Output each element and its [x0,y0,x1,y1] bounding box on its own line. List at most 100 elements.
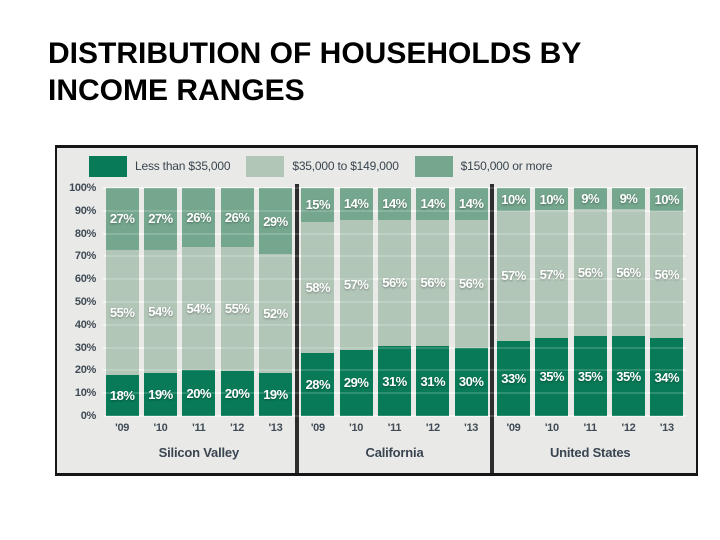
bar-segment-value: 31% [420,373,446,389]
stacked-bar: 19% 52% 29% [258,188,292,416]
bar-segment: 27% [143,188,177,250]
stacked-bar: 35% 56% 9% [573,188,607,416]
x-axis-year-label: '13 [268,422,283,434]
bar-segment-value: 10% [539,191,565,207]
stacked-bar: 34% 56% 10% [650,188,684,416]
bar-segment: 33% [497,340,530,416]
bar-segment-value: 34% [654,369,680,385]
bar-segment: 31% [377,346,411,416]
bar-segment: 20% [182,370,216,416]
x-axis-years-united-states: '09 '10 '11 '12 '13 [494,422,686,434]
bar-segment-value: 33% [501,370,526,386]
bar-segment-value: 57% [343,277,369,293]
bars-container-silicon-valley: 18% 55% 27% 19% 54% 27% 20% 54% 26% 20% 55% 26% 19% 5… [103,187,295,416]
bar-segment-value: 27% [109,211,135,227]
bar-segment-value: 56% [577,264,603,280]
bar-segment: 29% [258,188,292,255]
group-label-california: California [365,445,424,460]
bar-segment: 26% [220,188,254,247]
y-axis-tick: 10% [74,387,96,400]
stacked-bar: 31% 56% 14% [377,187,411,416]
bar-segment: 54% [143,249,177,373]
bar-segment: 20% [220,370,254,416]
bar-segment: 55% [105,249,139,375]
legend-item-35k-to-149k: $35,000 to $149,000 [246,155,399,177]
group-california: 28% 58% 15% 29% 57% 14% 31% 56% 14% 31% 56% 14% 30% 5… [299,184,491,473]
bar-segment-value: 56% [458,276,484,292]
legend-swatch-dark-green [89,155,127,177]
group-label-united-states: United States [549,445,631,460]
stacked-bar: 31% 56% 14% [416,187,450,416]
bar-segment-value: 9% [619,190,638,206]
bar-segment-value: 35% [616,368,641,384]
plot-area: 100% 90% 80% 70% 60% 50% 40% 30% 20% 10% 0% 18% 55%… [57,182,696,473]
stacked-bar: 35% 57% 10% [535,188,569,416]
bar-segment: 28% [301,352,335,416]
bar-segment: 57% [497,210,530,341]
x-axis-year-label: '09 [506,422,521,434]
bar-segment: 34% [650,338,684,416]
bar-segment-value: 56% [382,275,407,291]
bar-segment-value: 20% [186,385,212,401]
page-title: DISTRIBUTION OF HOUSEHOLDS BY INCOME RANG… [48,36,668,109]
legend-label: $150,000 or more [460,159,553,173]
y-axis-tick: 40% [74,318,96,331]
bar-segment-value: 9% [581,190,600,206]
x-axis-year-label: '13 [659,422,674,434]
legend-item-less-than-35k: Less than $35,000 [89,155,231,177]
x-axis-year-label: '11 [192,422,206,434]
x-axis-year-label: '10 [544,422,559,434]
y-axis-tick: 30% [74,341,96,354]
chart-legend: Less than $35,000 $35,000 to $149,000 $1… [89,153,568,179]
bar-segment: 56% [650,210,684,339]
bar-segment: 56% [377,219,411,347]
bar-segment: 14% [339,188,373,220]
group-silicon-valley: 18% 55% 27% 19% 54% 27% 20% 54% 26% 20% 55% 26% 19% 5… [103,184,295,473]
bar-segment-value: 54% [186,301,212,317]
bars-container-united-states: 33% 57% 10% 35% 57% 10% 35% 56% 9% 35% 56% 9% 34% 56%… [494,188,686,416]
bar-segment: 14% [454,187,488,220]
bar-segment-value: 30% [458,374,484,390]
bar-segment-value: 35% [577,368,603,384]
group-united-states: 33% 57% 10% 35% 57% 10% 35% 56% 9% 35% 56% 9% 34% 56%… [494,184,686,473]
bar-segment-value: 29% [263,213,288,229]
legend-swatch-medium-green [414,155,453,177]
x-axis-year-label: '12 [425,422,440,434]
bar-segment-value: 14% [382,196,407,212]
bar-segment: 58% [301,221,335,353]
bar-segment-value: 19% [263,386,288,402]
bar-segment-value: 31% [382,373,407,389]
bar-segment: 10% [497,188,530,211]
bar-segment: 57% [535,210,569,338]
bar-segment: 29% [339,349,373,416]
y-axis-tick: 0% [80,410,97,422]
bar-segment: 56% [454,219,488,348]
bar-segment-value: 18% [109,387,135,403]
bar-segment: 10% [535,188,569,211]
chart-panel: Less than $35,000 $35,000 to $149,000 $1… [55,145,698,476]
bar-segment-value: 29% [343,375,369,391]
bar-segment-value: 52% [263,305,288,321]
bar-segment: 35% [535,337,569,416]
y-axis-tick: 70% [74,250,96,263]
bar-segment-value: 19% [148,386,173,402]
x-axis-year-label: '10 [349,422,364,434]
legend-swatch-light-sage [246,155,285,177]
bar-segment: 30% [454,347,488,416]
bar-segment-value: 57% [501,268,526,284]
bar-segment-value: 58% [305,279,331,295]
bar-segment: 26% [182,188,216,248]
bar-segment-value: 14% [420,196,446,212]
bar-segment: 9% [611,188,645,209]
bar-segment-value: 56% [654,267,680,283]
bar-segment-value: 55% [224,301,250,317]
bar-segment: 15% [301,188,335,222]
bar-segment-value: 56% [420,275,446,291]
bar-segment-value: 28% [305,376,331,392]
bar-segment: 56% [573,208,607,337]
group-divider [490,184,495,473]
group-label-silicon-valley: Silicon Valley [158,445,240,460]
bar-segment: 19% [258,372,292,416]
stacked-bar: 28% 58% 15% [301,188,335,416]
y-axis-tick: 20% [74,364,96,377]
